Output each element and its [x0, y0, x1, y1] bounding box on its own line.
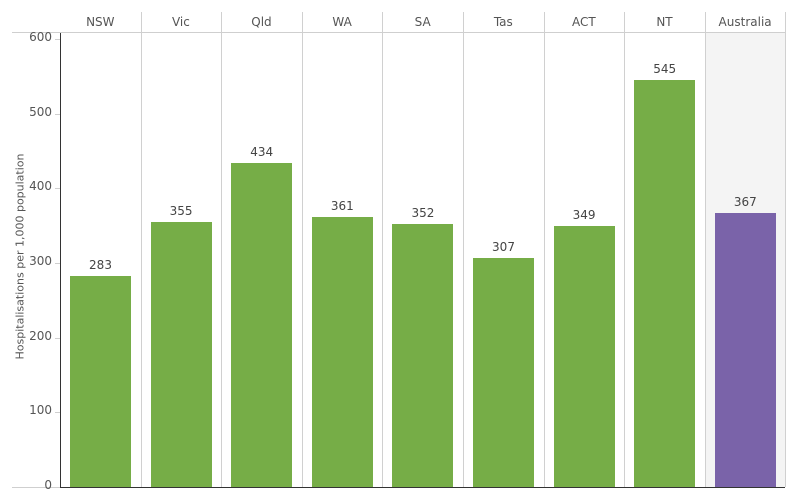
y-tick-label: 100 [29, 403, 52, 418]
x-axis-line [60, 487, 786, 488]
y-tick-mark [55, 39, 60, 40]
y-axis-line [60, 33, 61, 487]
bar-value-label: 367 [733, 194, 757, 209]
column-header: SA [414, 15, 431, 29]
bar-nsw [70, 275, 131, 487]
column-divider [382, 12, 383, 487]
column-divider [705, 12, 706, 487]
column-divider [463, 12, 464, 487]
y-tick-mark [55, 337, 60, 339]
column-divider [785, 12, 786, 487]
column-divider [302, 12, 303, 487]
header-divider [12, 32, 786, 33]
y-tick-mark [55, 412, 60, 414]
bar-tas [473, 257, 534, 487]
column-header: WA [332, 15, 352, 29]
bar-nt [634, 80, 696, 487]
bar-vic [150, 221, 212, 487]
bar-national [714, 212, 776, 487]
bar-value-label: 355 [169, 203, 193, 218]
bar-qld [231, 162, 293, 487]
bar-value-label: 307 [492, 239, 515, 254]
y-tick-mark [55, 487, 60, 488]
column-header: NT [656, 15, 673, 29]
column-header: Australia [718, 15, 772, 29]
column-divider [221, 12, 222, 487]
column-header: Qld [251, 15, 272, 29]
column-header: Vic [171, 15, 190, 29]
column-divider [141, 12, 142, 487]
bar-value-label: 352 [411, 206, 435, 221]
bar-wa [311, 217, 373, 487]
y-axis-title: Hospitalisations per 1,000 population [13, 153, 27, 360]
y-tick-label: 500 [29, 104, 52, 119]
bar-sa [392, 224, 454, 487]
bar-value-label: 434 [250, 144, 274, 159]
y-tick-label: 400 [29, 179, 52, 194]
bar-value-label: 283 [89, 257, 112, 272]
y-tick-label: 600 [29, 30, 52, 44]
bar-value-label: 361 [330, 199, 354, 214]
y-tick-label: 200 [29, 328, 52, 343]
bar-act [553, 226, 615, 487]
column-divider [544, 12, 545, 487]
column-header: NSW [86, 15, 115, 29]
y-tick-mark [55, 263, 60, 264]
bar-value-label: 349 [572, 208, 596, 223]
y-tick-mark [55, 188, 60, 190]
y-tick-label: 300 [29, 254, 52, 268]
column-header: ACT [572, 15, 596, 29]
column-divider [624, 12, 625, 487]
x-axis-baseline-left [12, 487, 60, 488]
column-header: Tas [493, 15, 513, 29]
y-tick-label: 0 [44, 478, 52, 492]
y-tick-mark [55, 113, 60, 115]
bar-value-label: 545 [653, 62, 677, 77]
